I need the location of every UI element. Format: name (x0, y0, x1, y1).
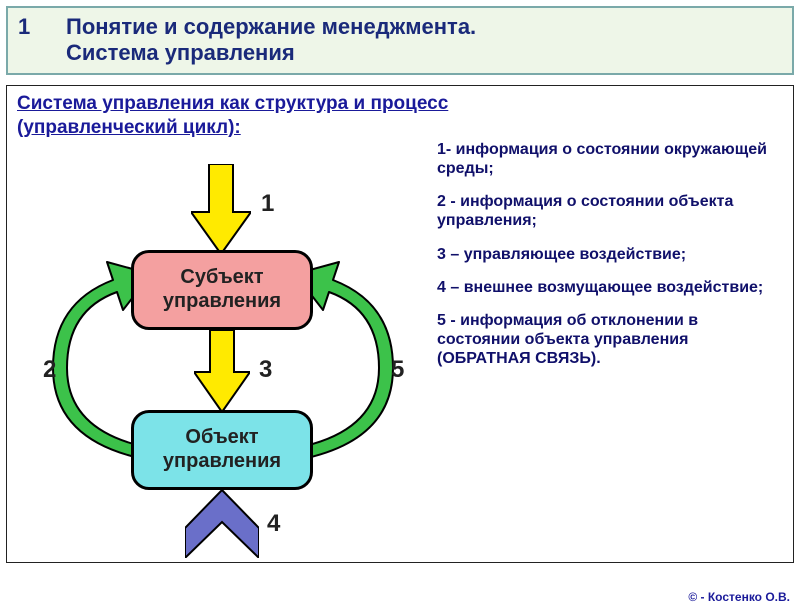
subject-l2: управления (163, 290, 281, 312)
label-2: 2 (43, 356, 56, 384)
legend-item-4: 4 – внешнее возмущающее воздействие; (437, 278, 785, 297)
subtitle-l2: (управленческий цикл): (17, 117, 241, 138)
legend-item-3: 3 – управляющее воздействие; (437, 245, 785, 264)
arrow-1-icon (191, 164, 251, 254)
subtitle-l1: Система управления как структура и проце… (17, 93, 448, 114)
legend-item-1: 1- информация о состоянии окружающей сре… (437, 140, 785, 178)
object-l2: управления (163, 450, 281, 472)
arrow-4-icon (185, 490, 259, 558)
label-4: 4 (267, 510, 280, 538)
header-title-l1: Понятие и содержание менеджмента. (66, 14, 476, 39)
legend: 1- информация о состоянии окружающей сре… (437, 140, 785, 383)
label-1: 1 (261, 190, 274, 218)
header-title-l2: Система управления (66, 40, 295, 65)
legend-item-2: 2 - информация о состоянии объекта управ… (437, 192, 785, 230)
subject-node: Субъект управления (131, 250, 313, 330)
subtitle: Система управления как структура и проце… (17, 92, 448, 140)
diagram: Субъект управления Объект управления 1 2… (13, 148, 433, 558)
header-title: Понятие и содержание менеджмента. Систем… (66, 14, 476, 67)
header-bar: 1 Понятие и содержание менеджмента. Сист… (6, 6, 794, 75)
header-number: 1 (18, 14, 66, 67)
footer-credit: © - Костенко О.В. (688, 590, 790, 604)
arrow-3-icon (194, 330, 250, 412)
subject-l1: Субъект (180, 266, 263, 288)
object-l1: Объект (185, 426, 258, 448)
label-3: 3 (259, 356, 272, 384)
legend-item-5: 5 - информация об отклонении в состоянии… (437, 311, 785, 369)
label-5: 5 (391, 356, 404, 384)
object-node: Объект управления (131, 410, 313, 490)
main-frame: Система управления как структура и проце… (6, 85, 794, 563)
